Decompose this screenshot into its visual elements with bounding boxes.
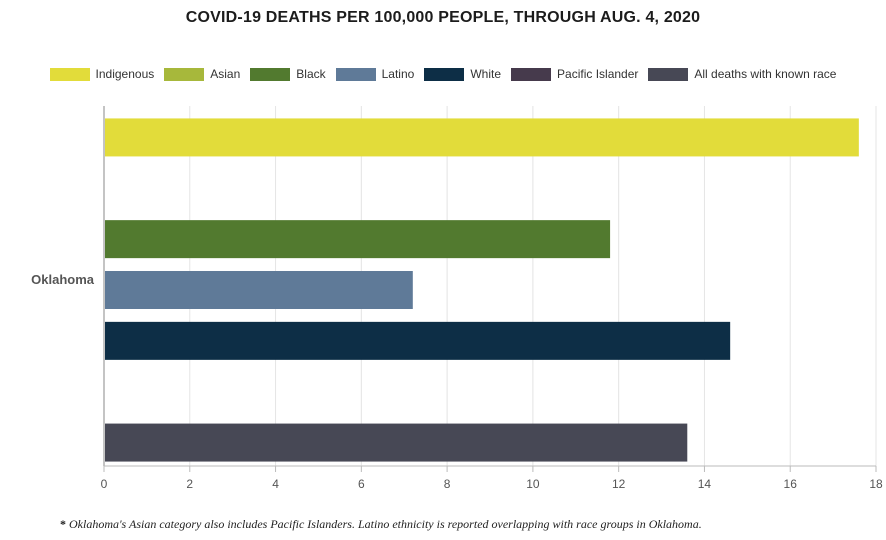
legend-label: White xyxy=(470,67,502,81)
chart-legend: Indigenous Asian Black Latino White Pacific I… xyxy=(0,67,886,81)
legend-item[interactable]: White xyxy=(424,67,501,81)
legend-swatch xyxy=(511,67,552,81)
legend-swatch xyxy=(335,67,376,81)
legend-label: Asian xyxy=(210,67,241,81)
legend-swatch xyxy=(49,67,90,81)
bar-black xyxy=(105,220,611,259)
chart-title: COVID-19 DEATHS PER 100,000 PEOPLE, THRO… xyxy=(185,9,701,26)
legend-label: All deaths with known race xyxy=(694,67,837,81)
x-tick-label: 2 xyxy=(186,477,193,491)
footnote-text: Oklahoma's Asian category also includes … xyxy=(69,517,702,531)
legend-item[interactable]: All deaths with known race xyxy=(648,67,836,81)
legend-item[interactable]: Pacific Islander xyxy=(511,67,638,81)
legend-label: Latino xyxy=(381,67,415,81)
footnote-marker: * xyxy=(60,517,66,531)
x-tick-label: 6 xyxy=(358,477,365,491)
legend-item[interactable]: Indigenous xyxy=(49,67,155,81)
legend-swatch xyxy=(164,67,205,81)
bar-white xyxy=(105,321,731,360)
footnote: * Oklahoma's Asian category also include… xyxy=(60,517,702,532)
legend-swatch xyxy=(424,67,465,81)
x-tick-label: 8 xyxy=(444,477,451,491)
x-tick-label: 18 xyxy=(869,477,883,491)
x-tick-label: 0 xyxy=(101,477,108,491)
bar-all-deaths-with-known-race xyxy=(105,423,688,462)
x-tick-label: 10 xyxy=(526,477,540,491)
x-tick-label: 14 xyxy=(698,477,712,491)
legend-item[interactable]: Black xyxy=(250,67,326,81)
legend-item[interactable]: Latino xyxy=(335,67,415,81)
x-tick-label: 16 xyxy=(784,477,798,491)
bar-indigenous xyxy=(105,118,859,157)
x-tick-label: 12 xyxy=(612,477,626,491)
legend-item[interactable]: Asian xyxy=(164,67,240,81)
legend-label: Pacific Islander xyxy=(557,67,639,81)
legend-swatch xyxy=(250,67,291,81)
legend-swatch xyxy=(648,67,689,81)
x-tick-label: 4 xyxy=(272,477,279,491)
legend-label: Indigenous xyxy=(95,67,155,81)
category-label: Oklahoma xyxy=(31,272,95,287)
bar-latino xyxy=(105,271,413,309)
legend-label: Black xyxy=(296,67,326,81)
